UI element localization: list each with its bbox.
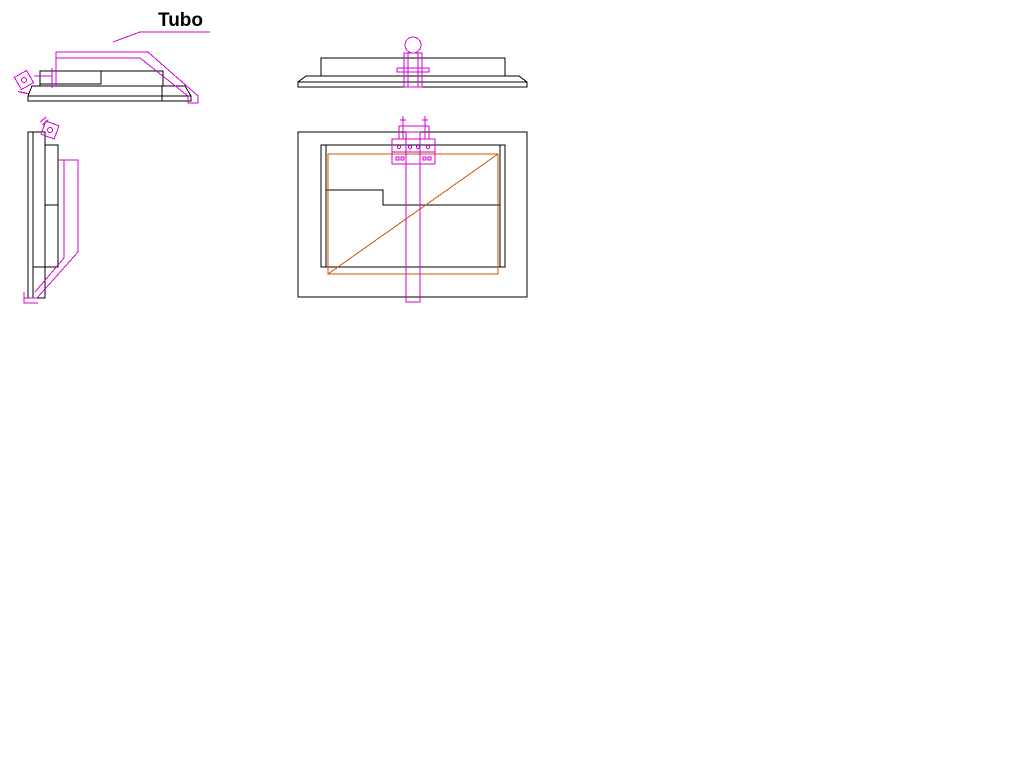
bracket-slot-icon <box>422 156 427 161</box>
tube-callout-label: Tubo <box>158 10 204 31</box>
bracket-hole-icon <box>408 145 412 149</box>
clamp-head-icon <box>13 69 35 95</box>
bracket-hole-icon <box>416 145 420 149</box>
monitor-inner-stepped-edge <box>326 189 500 206</box>
tube-profile-vertical <box>24 159 79 299</box>
tube-profile <box>55 51 199 103</box>
bracket-hole-icon <box>426 145 430 149</box>
tube-vertical <box>405 131 421 303</box>
front-view <box>297 116 528 303</box>
tube-mount-round-icon <box>404 36 422 54</box>
screen-diagonal <box>327 153 499 275</box>
bracket-slot-icon <box>400 156 405 161</box>
side-view-vertical <box>23 116 79 304</box>
monitor-side-outline <box>27 131 34 299</box>
side-view-horizontal <box>13 31 210 104</box>
bracket-slot-icon <box>395 156 400 161</box>
label-leader-line <box>112 31 210 43</box>
screen-area <box>327 153 499 275</box>
monitor-base-outline <box>27 85 192 102</box>
bracket-slot-icon <box>427 156 432 161</box>
top-view <box>297 36 528 88</box>
bracket-hole-icon <box>397 145 401 149</box>
clamp-head-icon-vertical <box>39 116 60 140</box>
